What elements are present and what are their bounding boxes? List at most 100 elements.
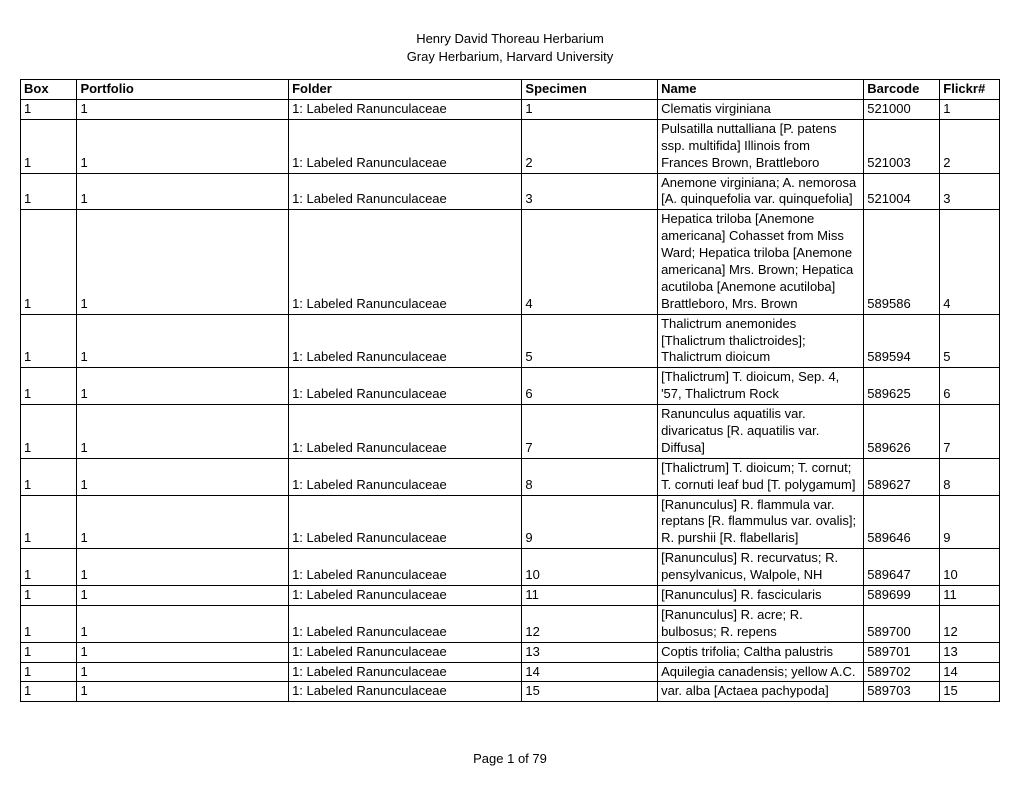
table-cell: Pulsatilla nuttalliana [P. patens ssp. m… — [658, 119, 864, 173]
table-cell: 589647 — [864, 549, 940, 586]
col-header-box: Box — [21, 80, 77, 100]
table-cell: 1 — [21, 495, 77, 549]
table-cell: 589700 — [864, 605, 940, 642]
table-row: 111: Labeled Ranunculaceae6[Thalictrum] … — [21, 368, 1000, 405]
table-cell: 12 — [522, 605, 658, 642]
table-cell: 1: Labeled Ranunculaceae — [289, 549, 522, 586]
table-cell: 9 — [522, 495, 658, 549]
table-row: 111: Labeled Ranunculaceae4Hepatica tril… — [21, 210, 1000, 314]
title-line-1: Henry David Thoreau Herbarium — [20, 30, 1000, 48]
table-cell: Anemone virginiana; A. nemorosa [A. quin… — [658, 173, 864, 210]
title-line-2: Gray Herbarium, Harvard University — [20, 48, 1000, 66]
table-row: 111: Labeled Ranunculaceae12[Ranunculus]… — [21, 605, 1000, 642]
table-row: 111: Labeled Ranunculaceae7Ranunculus aq… — [21, 405, 1000, 459]
table-cell: 1 — [77, 314, 289, 368]
table-cell: 1: Labeled Ranunculaceae — [289, 119, 522, 173]
table-cell: 7 — [940, 405, 1000, 459]
table-cell: 589586 — [864, 210, 940, 314]
table-cell: Aquilegia canadensis; yellow A.C. — [658, 662, 864, 682]
table-cell: 1 — [21, 682, 77, 702]
table-cell: 6 — [522, 368, 658, 405]
table-cell: [Ranunculus] R. fascicularis — [658, 586, 864, 606]
table-cell: 1 — [522, 99, 658, 119]
table-cell: var. alba [Actaea pachypoda] — [658, 682, 864, 702]
col-header-specimen: Specimen — [522, 80, 658, 100]
table-cell: [Thalictrum] T. dioicum; T. cornut; T. c… — [658, 458, 864, 495]
table-cell: 1: Labeled Ranunculaceae — [289, 682, 522, 702]
table-cell: 10 — [522, 549, 658, 586]
table-cell: 1 — [77, 605, 289, 642]
table-row: 111: Labeled Ranunculaceae10[Ranunculus]… — [21, 549, 1000, 586]
table-cell: 589646 — [864, 495, 940, 549]
table-cell: 10 — [940, 549, 1000, 586]
table-row: 111: Labeled Ranunculaceae11[Ranunculus]… — [21, 586, 1000, 606]
page-footer: Page 1 of 79 — [0, 751, 1020, 766]
col-header-barcode: Barcode — [864, 80, 940, 100]
table-cell: 8 — [522, 458, 658, 495]
table-cell: 4 — [940, 210, 1000, 314]
table-cell: 1: Labeled Ranunculaceae — [289, 173, 522, 210]
table-cell: 1 — [77, 549, 289, 586]
table-cell: 5 — [522, 314, 658, 368]
table-cell: 12 — [940, 605, 1000, 642]
table-row: 111: Labeled Ranunculaceae14Aquilegia ca… — [21, 662, 1000, 682]
table-cell: [Ranunculus] R. recurvatus; R. pensylvan… — [658, 549, 864, 586]
table-cell: 11 — [522, 586, 658, 606]
table-cell: 589627 — [864, 458, 940, 495]
table-cell: 1: Labeled Ranunculaceae — [289, 458, 522, 495]
table-row: 111: Labeled Ranunculaceae15var. alba [A… — [21, 682, 1000, 702]
table-row: 111: Labeled Ranunculaceae2Pulsatilla nu… — [21, 119, 1000, 173]
col-header-flickr: Flickr# — [940, 80, 1000, 100]
table-cell: 1 — [21, 314, 77, 368]
table-cell: 1 — [21, 99, 77, 119]
table-cell: 13 — [522, 642, 658, 662]
table-cell: 1 — [21, 662, 77, 682]
table-cell: 1: Labeled Ranunculaceae — [289, 586, 522, 606]
table-cell: 14 — [522, 662, 658, 682]
table-cell: 1 — [21, 119, 77, 173]
table-cell: 1 — [21, 642, 77, 662]
table-cell: 1 — [21, 405, 77, 459]
table-cell: 1 — [21, 549, 77, 586]
table-cell: 4 — [522, 210, 658, 314]
table-cell: 589701 — [864, 642, 940, 662]
table-cell: 1 — [77, 405, 289, 459]
table-cell: 1: Labeled Ranunculaceae — [289, 642, 522, 662]
table-cell: 1: Labeled Ranunculaceae — [289, 210, 522, 314]
table-cell: 589699 — [864, 586, 940, 606]
table-cell: 1 — [21, 458, 77, 495]
table-cell: 1 — [77, 458, 289, 495]
table-cell: 1: Labeled Ranunculaceae — [289, 99, 522, 119]
table-cell: 589594 — [864, 314, 940, 368]
table-cell: 1 — [21, 210, 77, 314]
col-header-name: Name — [658, 80, 864, 100]
table-cell: 1 — [77, 662, 289, 682]
table-cell: 521004 — [864, 173, 940, 210]
table-header-row: Box Portfolio Folder Specimen Name Barco… — [21, 80, 1000, 100]
table-cell: 589625 — [864, 368, 940, 405]
table-cell: 1 — [77, 642, 289, 662]
col-header-portfolio: Portfolio — [77, 80, 289, 100]
table-cell: 1 — [21, 586, 77, 606]
table-cell: 1 — [77, 119, 289, 173]
table-cell: 1: Labeled Ranunculaceae — [289, 405, 522, 459]
table-cell: 3 — [522, 173, 658, 210]
table-cell: 1 — [77, 495, 289, 549]
table-cell: 11 — [940, 586, 1000, 606]
table-cell: 5 — [940, 314, 1000, 368]
table-row: 111: Labeled Ranunculaceae8[Thalictrum] … — [21, 458, 1000, 495]
table-row: 111: Labeled Ranunculaceae5Thalictrum an… — [21, 314, 1000, 368]
table-cell: 1: Labeled Ranunculaceae — [289, 605, 522, 642]
table-cell: 14 — [940, 662, 1000, 682]
table-cell: 3 — [940, 173, 1000, 210]
table-cell: 1 — [21, 368, 77, 405]
table-cell: 9 — [940, 495, 1000, 549]
table-cell: 1 — [77, 586, 289, 606]
table-cell: 1 — [940, 99, 1000, 119]
document-title: Henry David Thoreau Herbarium Gray Herba… — [20, 30, 1000, 65]
table-cell: 1 — [77, 682, 289, 702]
table-row: 111: Labeled Ranunculaceae3Anemone virgi… — [21, 173, 1000, 210]
table-cell: Thalictrum anemonides [Thalictrum thalic… — [658, 314, 864, 368]
table-cell: 6 — [940, 368, 1000, 405]
table-cell: [Ranunculus] R. flammula var. reptans [R… — [658, 495, 864, 549]
